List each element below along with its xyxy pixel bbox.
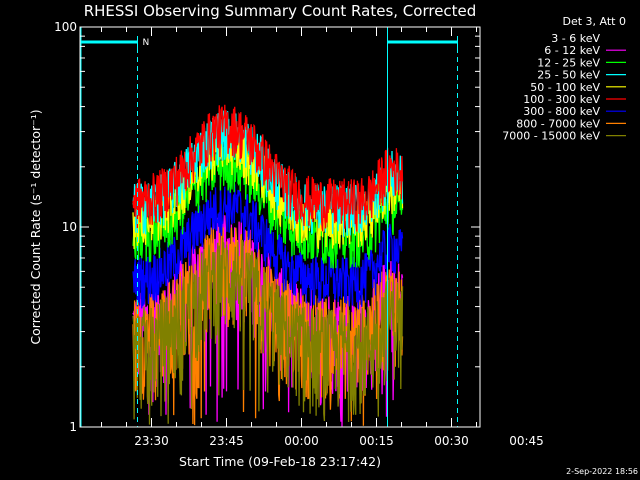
legend-label: 50 - 100 keV [530, 81, 600, 94]
x-tick-label: 00:00 [284, 434, 319, 448]
y-tick-label: 1 [69, 420, 77, 434]
legend-label: 300 - 800 keV [523, 105, 600, 118]
series-line-8 [132, 237, 404, 425]
chart-title: RHESSI Observing Summary Count Rates, Co… [84, 2, 477, 20]
x-axis-label: Start Time (09-Feb-18 23:17:42) [179, 454, 381, 469]
axes: 1 10 100 23:30 23:45 00:00 00:15 00:30 00:45 [54, 20, 544, 448]
x-tick-label: 23:45 [209, 434, 244, 448]
legend-label: 100 - 300 keV [523, 93, 600, 106]
legend-label: 800 - 7000 keV [516, 117, 600, 130]
x-tick-label: 00:15 [359, 434, 394, 448]
x-tick-label: 23:30 [134, 434, 169, 448]
x-tick-label: 00:45 [509, 434, 544, 448]
x-tick-label: 00:30 [434, 434, 469, 448]
legend-label: 12 - 25 keV [537, 56, 600, 69]
legend-label: 6 - 12 keV [544, 44, 600, 57]
y-axis-label: Corrected Count Rate (s⁻¹ detector⁻¹) [28, 109, 43, 344]
y-tick-label: 100 [54, 20, 77, 34]
legend-label: 3 - 6 keV [551, 32, 600, 45]
legend-label: 7000 - 15000 keV [502, 130, 600, 143]
plot-area: N [80, 27, 458, 427]
legend-label: 25 - 50 keV [537, 69, 600, 82]
timestamp: 2-Sep-2022 18:56 [566, 467, 638, 476]
series-line-5 [132, 104, 404, 232]
legend-header: Det 3, Att 0 [563, 15, 627, 28]
series-line-6 [132, 183, 404, 310]
night-marker: N [143, 38, 150, 48]
y-tick-label: 10 [62, 220, 77, 234]
